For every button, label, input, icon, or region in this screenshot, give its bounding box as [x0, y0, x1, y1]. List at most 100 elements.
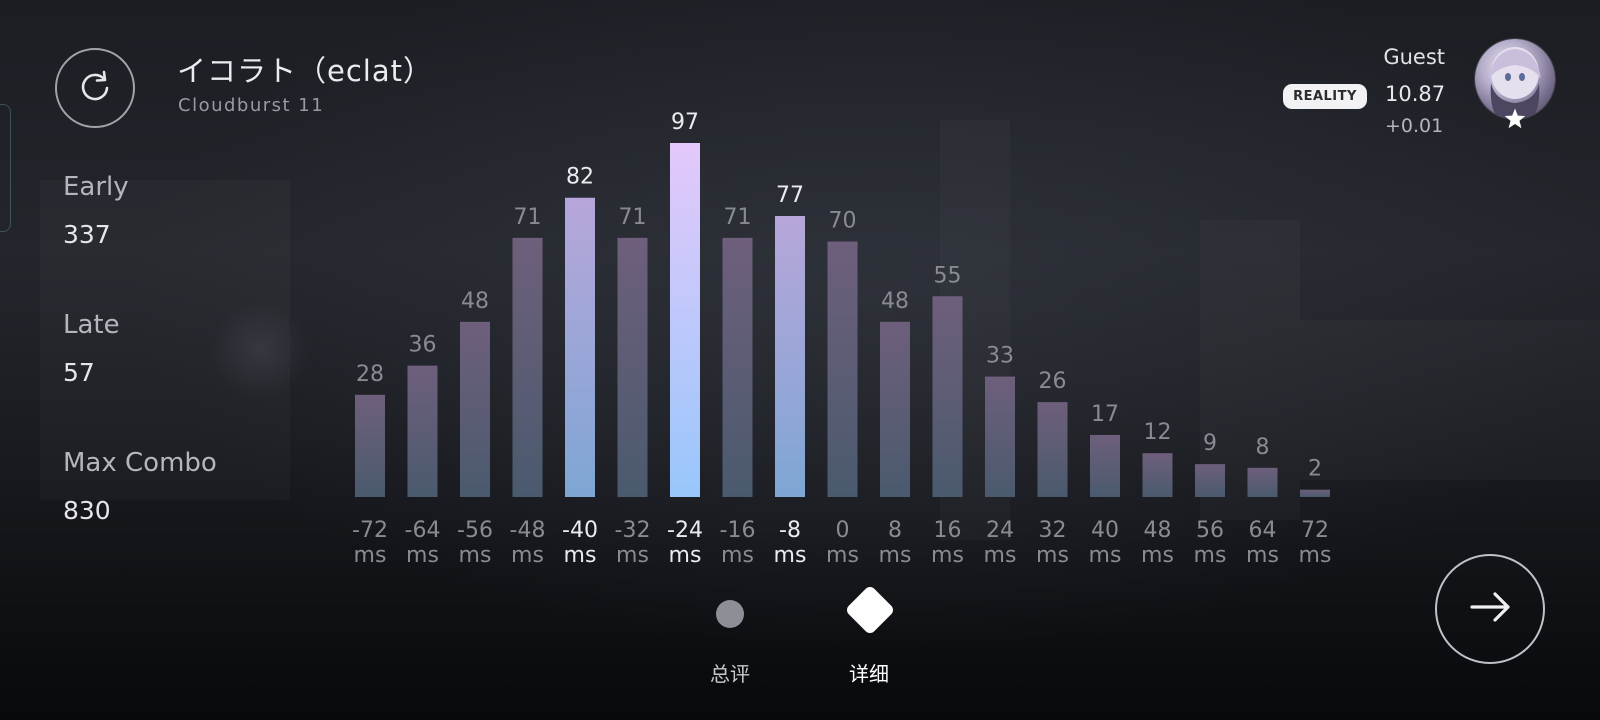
bar-value-label: 71: [724, 205, 752, 230]
x-tick-label: 0: [836, 518, 850, 543]
x-tick-unit: ms: [459, 543, 492, 568]
bar--8ms: [775, 215, 805, 497]
x-tick-unit: ms: [564, 543, 597, 568]
x-tick-unit: ms: [721, 543, 754, 568]
bar-value-label: 71: [514, 205, 542, 230]
x-tick-label: 56: [1196, 518, 1224, 543]
bar-64ms: [1247, 467, 1278, 497]
bar--24ms: [670, 143, 700, 497]
x-tick-label: 40: [1091, 518, 1119, 543]
x-tick-unit: ms: [1141, 543, 1174, 568]
x-tick-unit: ms: [931, 543, 964, 568]
x-tick-unit: ms: [1246, 543, 1279, 568]
x-tick-unit: ms: [406, 543, 439, 568]
bar-value-label: 82: [566, 165, 594, 190]
max-combo-value: 830: [63, 496, 111, 525]
bar-value-label: 77: [776, 183, 804, 208]
bar--64ms: [407, 365, 438, 497]
x-tick-unit: ms: [354, 543, 387, 568]
retry-icon: [77, 68, 113, 108]
bar-40ms: [1090, 434, 1120, 497]
bar-value-label: 8: [1256, 435, 1270, 460]
x-tick-label: 72: [1301, 518, 1329, 543]
bar-0ms: [827, 241, 858, 497]
song-difficulty: Cloudburst 11: [178, 95, 325, 116]
x-tick-unit: ms: [1036, 543, 1069, 568]
bar--72ms: [355, 394, 385, 497]
tab-detail-label[interactable]: 详细: [849, 662, 889, 686]
x-tick-label: 32: [1039, 518, 1067, 543]
x-tick-label: 24: [986, 518, 1014, 543]
bar--56ms: [460, 321, 490, 497]
x-tick-label: -40: [562, 518, 598, 543]
player-rating: 10.87: [1385, 82, 1446, 106]
retry-button[interactable]: [55, 48, 135, 128]
bar--48ms: [512, 237, 543, 497]
x-tick-label: -16: [720, 518, 756, 543]
bar-value-label: 2: [1308, 457, 1322, 482]
bar-value-label: 28: [356, 362, 384, 387]
bar-8ms: [880, 321, 910, 497]
x-tick-label: -32: [615, 518, 651, 543]
rating-delta: +0.01: [1385, 115, 1444, 137]
next-button[interactable]: [1435, 554, 1545, 664]
x-tick-label: -64: [405, 518, 441, 543]
x-tick-unit: ms: [511, 543, 544, 568]
bar-value-label: 48: [881, 289, 909, 314]
bar-value-label: 17: [1091, 402, 1119, 427]
x-tick-unit: ms: [669, 543, 702, 568]
bar-56ms: [1195, 464, 1225, 497]
reality-badge: REALITY: [1283, 84, 1367, 109]
late-value: 57: [63, 358, 95, 387]
bar-24ms: [985, 376, 1015, 497]
x-tick-unit: ms: [1299, 543, 1332, 568]
bar-value-label: 55: [934, 263, 962, 288]
bar-value-label: 48: [461, 289, 489, 314]
x-tick-label: -24: [667, 518, 703, 543]
x-tick-unit: ms: [616, 543, 649, 568]
x-tick-label: 8: [888, 518, 902, 543]
bar-value-label: 71: [619, 205, 647, 230]
max-combo-label: Max Combo: [63, 448, 217, 478]
tab-summary[interactable]: [716, 600, 744, 628]
avatar-portrait: [1489, 47, 1541, 119]
bar--40ms: [565, 197, 595, 497]
bar-value-label: 36: [409, 333, 437, 358]
bar-value-label: 26: [1039, 369, 1067, 394]
x-tick-label: -56: [457, 518, 493, 543]
x-tick-unit: ms: [984, 543, 1017, 568]
tab-summary-label[interactable]: 总评: [710, 662, 750, 686]
bar-72ms: [1300, 489, 1330, 497]
bar-16ms: [932, 296, 963, 497]
x-tick-label: 16: [934, 518, 962, 543]
avatar[interactable]: [1475, 39, 1555, 119]
x-tick-label: -72: [352, 518, 388, 543]
late-label: Late: [63, 310, 120, 340]
tab-detail[interactable]: [844, 584, 896, 636]
early-label: Early: [63, 172, 129, 202]
timing-distribution-chart: 28-72ms36-64ms48-56ms71-48ms82-40ms71-32…: [352, 110, 1332, 568]
bar-value-label: 9: [1203, 431, 1217, 456]
x-tick-unit: ms: [774, 543, 807, 568]
x-tick-unit: ms: [1089, 543, 1122, 568]
x-tick-label: 48: [1144, 518, 1172, 543]
x-tick-unit: ms: [879, 543, 912, 568]
x-tick-unit: ms: [1194, 543, 1227, 568]
x-tick-label: -48: [510, 518, 546, 543]
x-tick-label: 64: [1249, 518, 1277, 543]
bar--32ms: [617, 237, 648, 497]
bar--16ms: [722, 237, 753, 497]
arrow-right-icon: [1466, 583, 1514, 635]
player-name: Guest: [1383, 45, 1445, 69]
bar-value-label: 97: [671, 110, 699, 135]
bar-value-label: 33: [986, 344, 1014, 369]
bar-value-label: 12: [1144, 420, 1172, 445]
song-title: イコラト（eclat）: [177, 54, 433, 88]
x-tick-unit: ms: [826, 543, 859, 568]
side-panel-handle[interactable]: [0, 104, 11, 232]
star-icon: [1501, 105, 1529, 133]
early-value: 337: [63, 220, 111, 249]
bar-value-label: 70: [829, 209, 857, 234]
x-tick-label: -8: [779, 518, 801, 543]
